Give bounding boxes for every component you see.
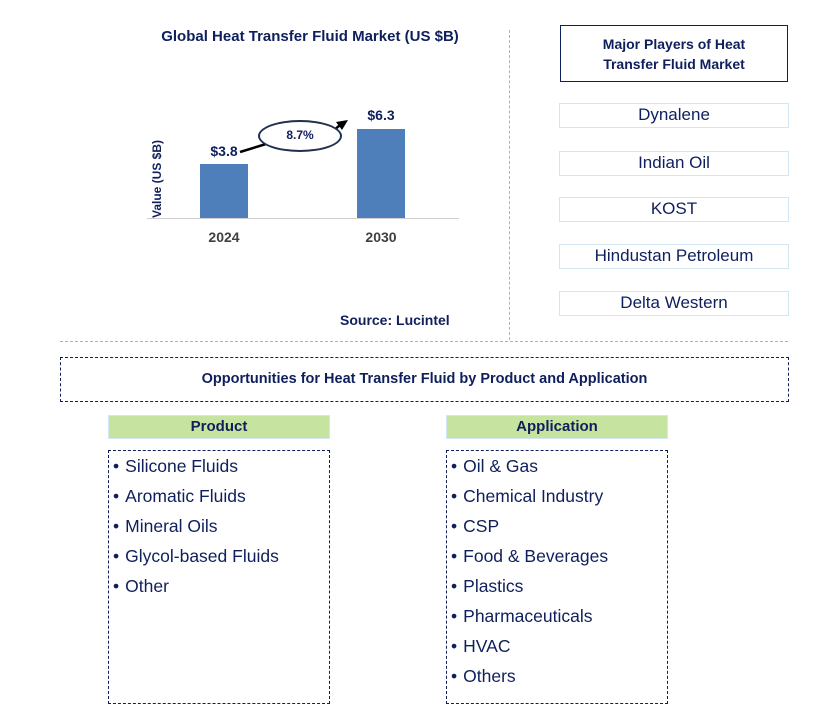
bar-label-2024: $3.8: [210, 143, 238, 159]
cagr-badge: 8.7%: [258, 120, 342, 152]
list-item: Silicone Fluids: [109, 453, 329, 483]
player-item: Delta Western: [559, 291, 789, 316]
vertical-divider: [509, 30, 510, 340]
player-item: Hindustan Petroleum: [559, 244, 789, 269]
x-tick-2024: 2024: [208, 229, 240, 245]
list-item: Other: [109, 573, 329, 603]
player-item: Dynalene: [559, 103, 789, 128]
list-item: CSP: [447, 513, 667, 543]
players-title-text: Major Players of Heat Transfer Fluid Mar…: [602, 35, 746, 72]
x-tick-2030: 2030: [365, 229, 397, 245]
x-axis-line: [147, 218, 459, 219]
opportunities-title: Opportunities for Heat Transfer Fluid by…: [60, 357, 789, 402]
list-item: HVAC: [447, 633, 667, 663]
list-item: Glycol-based Fluids: [109, 543, 329, 573]
bar-label-2030: $6.3: [367, 107, 395, 123]
list-item: Plastics: [447, 573, 667, 603]
application-list: Oil & Gas Chemical Industry CSP Food & B…: [446, 450, 668, 704]
application-header: Application: [446, 415, 668, 439]
list-item: Mineral Oils: [109, 513, 329, 543]
player-item: KOST: [559, 197, 789, 222]
product-list: Silicone Fluids Aromatic Fluids Mineral …: [108, 450, 330, 704]
list-item: Pharmaceuticals: [447, 603, 667, 633]
list-item: Oil & Gas: [447, 453, 667, 483]
horizontal-divider: [60, 341, 788, 342]
player-item: Indian Oil: [559, 151, 789, 176]
list-item: Chemical Industry: [447, 483, 667, 513]
chart-title: Global Heat Transfer Fluid Market (US $B…: [161, 28, 459, 45]
bar-2024: [200, 164, 248, 218]
list-item: Others: [447, 663, 667, 693]
list-item: Food & Beverages: [447, 543, 667, 573]
players-title: Major Players of Heat Transfer Fluid Mar…: [560, 25, 788, 82]
product-header: Product: [108, 415, 330, 439]
source-label: Source: Lucintel: [340, 312, 450, 328]
bar-2030: [357, 129, 405, 218]
list-item: Aromatic Fluids: [109, 483, 329, 513]
